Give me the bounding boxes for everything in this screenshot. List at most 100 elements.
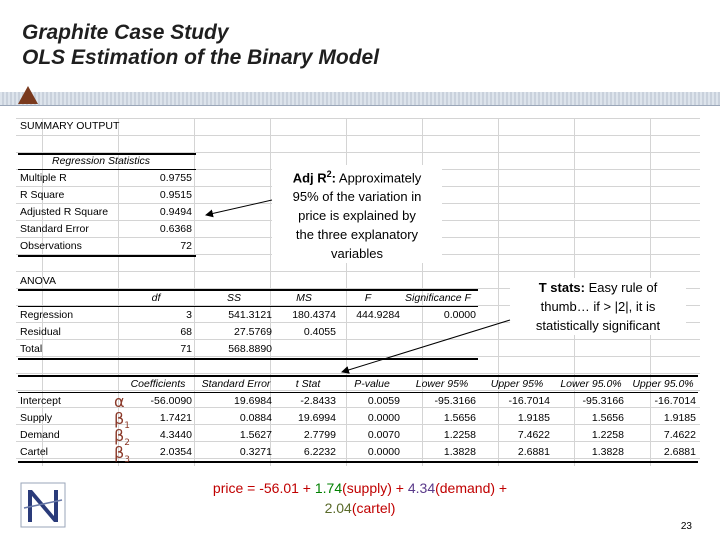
coef-cell: 1.3828 [591, 446, 624, 458]
beta2-symbol: β2 [114, 426, 130, 449]
title-line-1: Graphite Case Study [22, 21, 229, 44]
anova-row-label: Residual [20, 326, 61, 338]
regression-equation: price = -56.01 + 1.74(supply) + 4.34(dem… [212, 480, 508, 516]
coef-row-label: Intercept [20, 395, 61, 407]
stats-bottom-rule [18, 255, 196, 257]
stat-label: Standard Error [20, 223, 89, 235]
coef-cell: -2.8433 [300, 395, 336, 407]
anova-cell: 71 [180, 343, 192, 355]
anova-header-rule [18, 306, 478, 307]
coef-cell: 1.3828 [443, 446, 476, 458]
coef-cell: -95.3166 [582, 395, 624, 407]
anova-cell: 568.8890 [228, 343, 272, 355]
coef-header: Standard Error [201, 378, 271, 390]
coef-cell: 7.4622 [517, 429, 550, 441]
anova-header: Significance F [405, 292, 471, 304]
anova-bottom-rule [18, 358, 478, 360]
coef-cell: 19.6984 [234, 395, 272, 407]
coef-cell: 1.5656 [443, 412, 476, 424]
anova-header: F [364, 292, 372, 304]
coef-cell: 6.2232 [303, 446, 336, 458]
coef-cell: 0.3271 [239, 446, 272, 458]
coef-header: t Stat [295, 378, 321, 390]
coef-header-rule [18, 392, 698, 393]
stats-top-rule [18, 153, 196, 155]
page-number: 23 [680, 521, 692, 532]
stat-value: 0.9494 [159, 206, 192, 218]
anova-header: MS [296, 292, 312, 304]
coef-cell: -16.7014 [508, 395, 550, 407]
coef-cell: 1.2258 [591, 429, 624, 441]
coef-cell: 2.6881 [517, 446, 550, 458]
tstats-note: T stats: Easy rule of thumb… if > |2|, i… [510, 278, 686, 335]
coef-cell: 0.0070 [367, 429, 400, 441]
anova-cell: 180.4374 [292, 309, 336, 321]
title-divider [0, 105, 720, 106]
coef-cell: 0.0000 [367, 412, 400, 424]
coef-cell: 1.9185 [663, 412, 696, 424]
coef-header: Coefficients [130, 378, 186, 390]
coef-row-label: Supply [20, 412, 53, 424]
coef-cell: 1.5627 [239, 429, 272, 441]
anova-cell: 68 [180, 326, 192, 338]
summary-output-header: SUMMARY OUTPUT [20, 120, 120, 132]
stat-label: Adjusted R Square [20, 206, 109, 218]
slide-title: Graphite Case Study OLS Estimation of th… [22, 20, 379, 70]
N-logo-icon [20, 482, 66, 528]
coef-cell: 2.0354 [159, 446, 192, 458]
coef-row-label: Demand [20, 429, 60, 441]
beta3-symbol: β3 [114, 443, 130, 466]
anova-cell: 3 [186, 309, 192, 321]
coef-cell: 0.0884 [239, 412, 272, 424]
coef-cell: -56.0090 [150, 395, 192, 407]
coef-cell: -95.3166 [434, 395, 476, 407]
title-stripe [0, 92, 720, 106]
alpha-symbol: α [114, 392, 125, 411]
coef-cell: 2.6881 [663, 446, 696, 458]
coef-cell: 4.3440 [159, 429, 192, 441]
stats-header-rule [18, 169, 196, 170]
coef-cell: 1.5656 [591, 412, 624, 424]
coef-cell: -16.7014 [654, 395, 696, 407]
adj-r2-arrow [205, 199, 273, 218]
triangle-icon [18, 86, 38, 104]
anova-header: df [151, 292, 161, 304]
adj-r2-note: Adj R2: Approximately 95% of the variati… [272, 165, 442, 264]
anova-row-label: Total [20, 343, 43, 355]
coef-top-rule [18, 375, 698, 377]
coef-cell: 0.0059 [367, 395, 400, 407]
stat-label: Multiple R [20, 172, 67, 184]
coef-header: Upper 95.0% [632, 378, 694, 390]
coef-header: Upper 95% [490, 378, 544, 390]
anova-cell: 0.4055 [303, 326, 336, 338]
coef-header: Lower 95% [415, 378, 469, 390]
stat-label: Observations [20, 240, 82, 252]
anova-title: ANOVA [20, 275, 56, 287]
anova-cell: 27.5769 [234, 326, 272, 338]
stat-label: R Square [20, 189, 65, 201]
title-line-2: OLS Estimation of the Binary Model [22, 46, 380, 69]
coef-cell: 19.6994 [298, 412, 336, 424]
anova-header: SS [226, 292, 241, 304]
anova-top-rule [18, 289, 478, 291]
coef-cell: 0.0000 [367, 446, 400, 458]
stat-value: 0.6368 [159, 223, 192, 235]
anova-cell: 444.9284 [356, 309, 400, 321]
coef-cell: 7.4622 [663, 429, 696, 441]
coef-cell: 1.9185 [517, 412, 550, 424]
coef-row-label: Cartel [20, 446, 49, 458]
beta1-symbol: β1 [114, 409, 130, 432]
coef-header: Lower 95.0% [560, 378, 622, 390]
coef-bottom-rule [18, 461, 698, 463]
coef-cell: 1.7421 [159, 412, 192, 424]
stat-value: 0.9755 [159, 172, 192, 184]
anova-cell: 541.3121 [228, 309, 272, 321]
tstats-arrow [341, 319, 511, 374]
coef-header: P-value [354, 378, 390, 390]
anova-row-label: Regression [20, 309, 74, 321]
coef-cell: 2.7799 [303, 429, 336, 441]
coef-cell: 1.2258 [443, 429, 476, 441]
anova-cell: 0.0000 [443, 309, 476, 321]
regression-stats-title: Regression Statistics [52, 155, 151, 167]
